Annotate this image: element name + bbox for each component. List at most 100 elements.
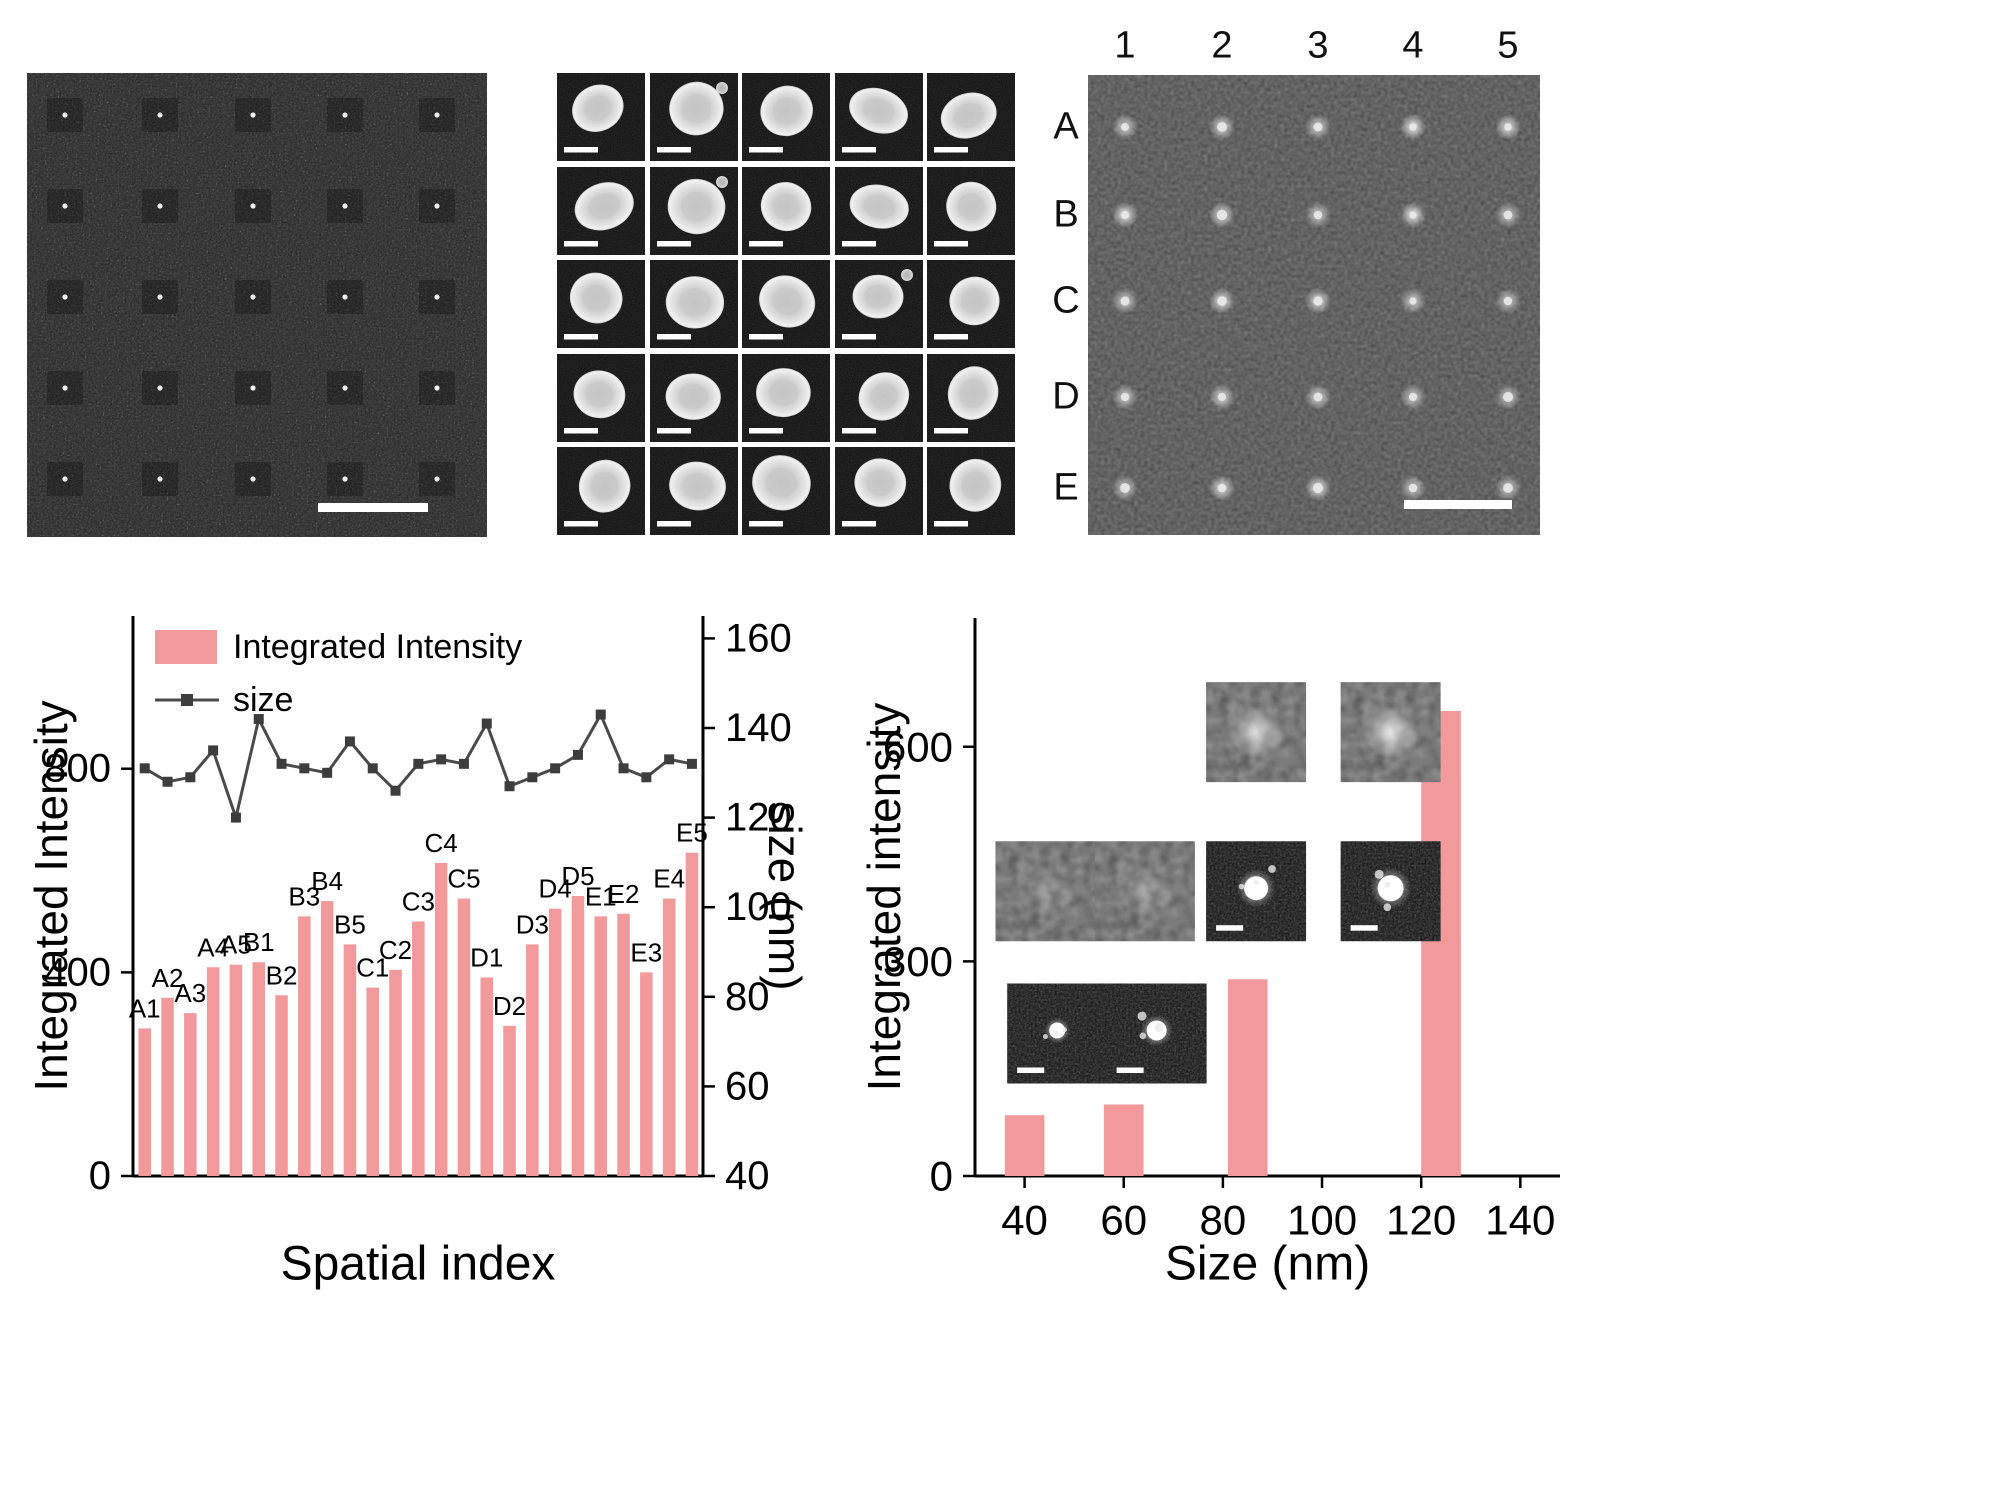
intensity-bar: [138, 1028, 152, 1176]
right-tick-label: 80: [725, 975, 770, 1019]
bar-category-label: E4: [653, 864, 685, 894]
spot-core: [1217, 122, 1227, 132]
particle-blob: [946, 181, 997, 231]
particle-inner-shade: [862, 98, 894, 123]
cell-scale-bar: [656, 427, 691, 433]
particle-blob: [572, 84, 624, 132]
particle-blob: [668, 461, 726, 511]
cell-scale-bar: [841, 147, 876, 153]
size-marker: [162, 776, 173, 787]
bar-category-label: E5: [676, 818, 708, 848]
cell-scale-bar: [749, 147, 783, 153]
row-label-E: E: [1053, 466, 1079, 509]
array-site-dot: [342, 112, 348, 118]
bar-category-label: D3: [516, 909, 549, 939]
intensity-bar: [457, 898, 471, 1176]
particle-group: [852, 274, 904, 319]
spot-core: [1313, 210, 1323, 220]
y-tick-label: 0: [930, 1153, 953, 1200]
particle-inner-shade: [953, 103, 984, 128]
array-site-dot: [250, 294, 256, 300]
spot-core: [1408, 483, 1418, 493]
sem-overview-panel: [27, 73, 487, 537]
array-site-dot: [342, 294, 348, 300]
inset-particle-core: [1244, 876, 1269, 901]
cell-scale-bar: [656, 334, 691, 340]
intensity-bar: [480, 977, 494, 1176]
particle-group: [665, 372, 721, 420]
array-site-dot: [434, 112, 440, 118]
histogram-bar: [1103, 1104, 1144, 1176]
bar-category-label: A3: [174, 978, 206, 1008]
particle-cell: [649, 166, 738, 255]
col-label-2: 2: [1211, 24, 1233, 67]
spot-core: [1312, 482, 1324, 494]
particle-blob: [940, 92, 997, 139]
array-site-dot: [157, 476, 163, 482]
intensity-bar: [206, 967, 220, 1176]
particle-blob: [852, 274, 904, 319]
inset-particle-image: [1206, 841, 1307, 942]
particle-cell: [834, 73, 923, 161]
cell-scale-bar: [841, 240, 876, 246]
array-site-dot: [157, 203, 163, 209]
particle-inner-shade: [681, 472, 713, 499]
cell-scale-bar: [564, 147, 598, 153]
scale-bar: [1404, 500, 1512, 509]
cell-scale-bar: [564, 521, 598, 527]
intensity-bar: [571, 896, 585, 1176]
bar-category-label: C5: [447, 864, 480, 894]
inset-debris: [1254, 880, 1259, 885]
cell-scale-bar: [564, 427, 598, 433]
particle-group: [848, 87, 908, 134]
cell-scale-bar: [841, 427, 876, 433]
spot-core: [1409, 297, 1417, 305]
particle-blob: [849, 184, 909, 229]
particle-blob: [949, 458, 1002, 512]
particle-blob: [759, 275, 816, 328]
particle-cell: [927, 260, 1015, 348]
satellite-particle: [715, 82, 728, 94]
size-marker: [527, 772, 538, 783]
spot-core: [1120, 483, 1130, 493]
row-label-B: B: [1053, 193, 1079, 236]
size-marker: [208, 745, 219, 756]
histogram-bar: [1421, 711, 1461, 1176]
array-site-dot: [250, 203, 256, 209]
array-site-dot: [157, 112, 163, 118]
intensity-bar: [366, 987, 380, 1176]
particle-inner-shade: [681, 94, 711, 123]
particle-group: [858, 371, 909, 421]
particle-blob: [949, 276, 1000, 326]
cell-scale-bar: [656, 147, 691, 153]
inset-debris: [1374, 869, 1384, 879]
intensity-bar: [161, 997, 174, 1176]
bar-category-label: A1: [129, 993, 161, 1023]
left-tick-label: 0: [89, 1154, 111, 1198]
bar-category-label: A4: [197, 932, 229, 962]
particle-blob: [569, 272, 623, 324]
bar-category-label: C3: [402, 886, 435, 916]
cell-scale-bar: [749, 427, 783, 433]
array-site-dot: [434, 476, 440, 482]
array-site-dot: [157, 294, 163, 300]
particle-cell: [834, 447, 923, 535]
inset-glow-spot: [1229, 705, 1284, 760]
particle-group: [752, 455, 811, 511]
particle-blob: [760, 181, 812, 231]
bar-category-label: A2: [152, 963, 184, 993]
col-label-1: 1: [1114, 24, 1136, 67]
inset-scale-bar: [1017, 1067, 1045, 1073]
cell-scale-bar: [749, 240, 783, 246]
particle-group: [760, 85, 813, 137]
intensity-bar: [526, 944, 539, 1176]
array-site-dot: [250, 476, 256, 482]
particle-inner-shade: [961, 288, 988, 314]
array-site-dot: [342, 203, 348, 209]
inset-blurred-image: [1340, 682, 1441, 783]
y-tick-label: 600: [883, 723, 953, 770]
right-tick-label: 120: [725, 796, 792, 840]
size-marker: [436, 754, 447, 765]
inset-debris: [1137, 1011, 1147, 1021]
